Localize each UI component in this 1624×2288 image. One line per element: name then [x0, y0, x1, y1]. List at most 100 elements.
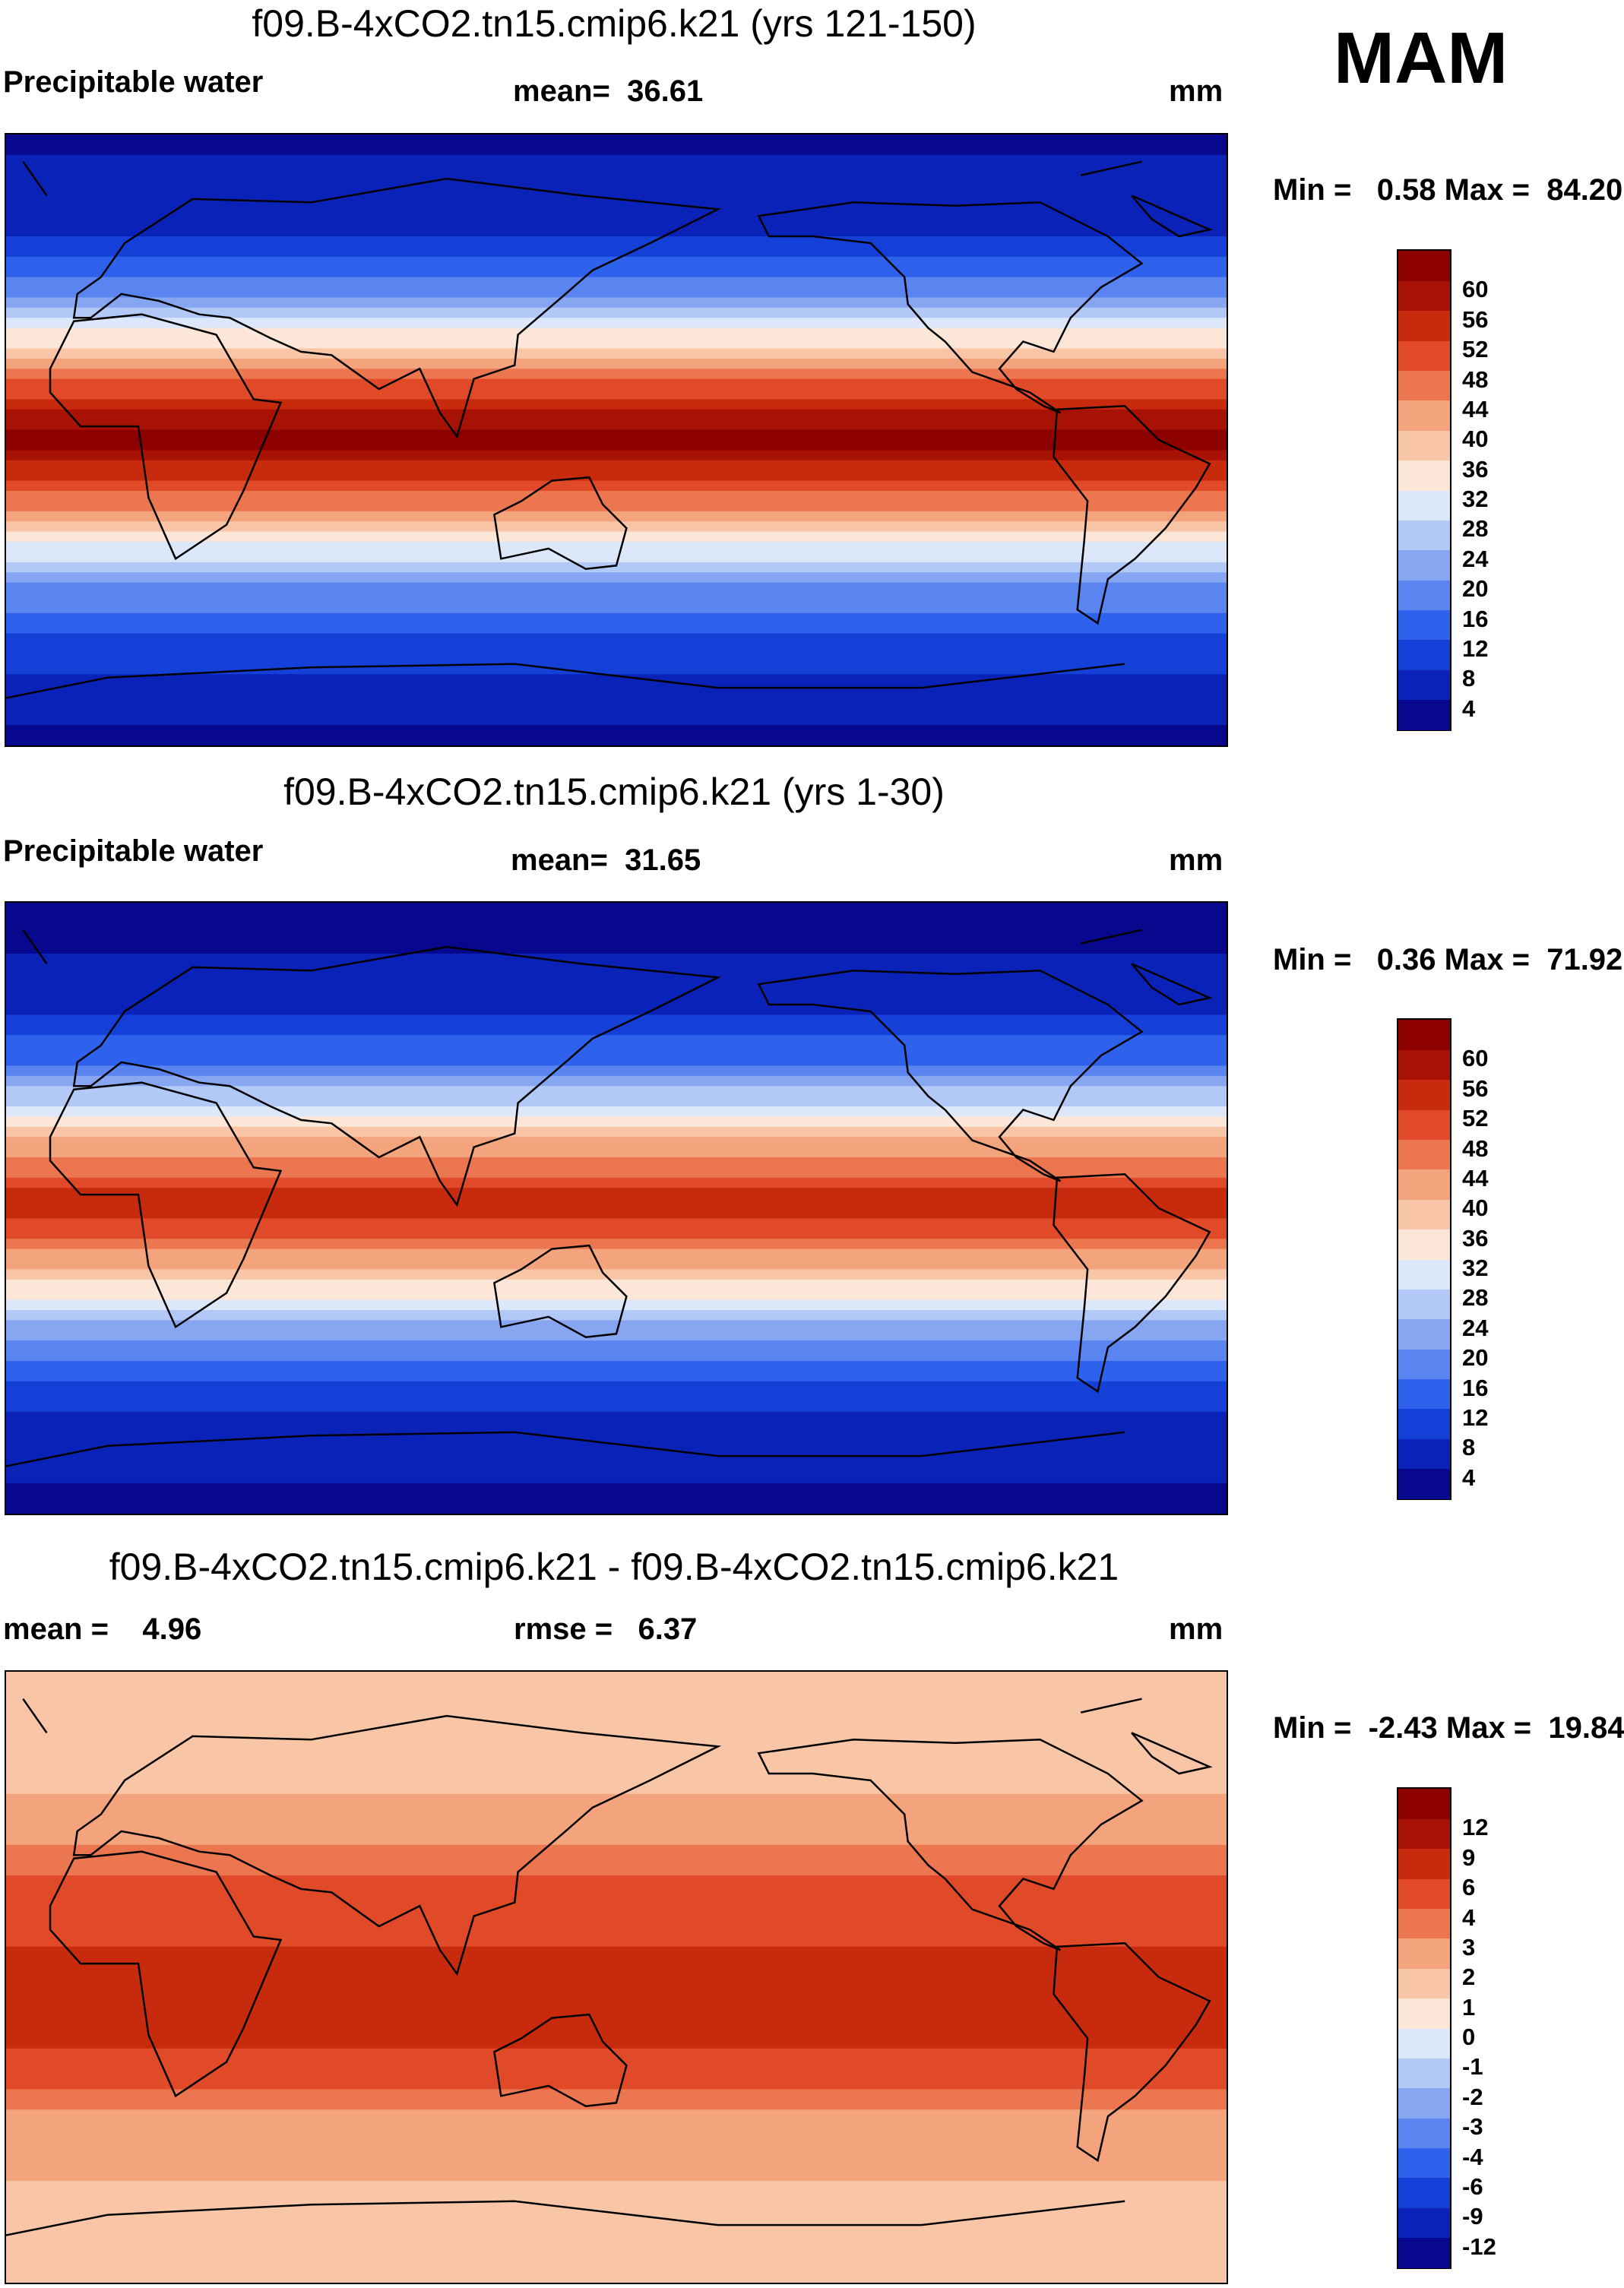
field-band [6, 297, 1227, 309]
panel-1-mean: mean= 36.61 [513, 74, 703, 109]
field-band [6, 633, 1227, 644]
field-band [6, 1804, 1227, 1815]
colorbar-tick-label: 16 [1462, 605, 1489, 632]
colorbar-swatch [1398, 340, 1450, 371]
colorbar-tick-label: 4 [1462, 695, 1476, 722]
colorbar-tick-label: 48 [1462, 366, 1489, 393]
field-band [6, 1875, 1227, 1887]
field-band [6, 389, 1227, 400]
coast-africa [49, 1850, 283, 2098]
field-band [6, 480, 1227, 492]
field-band [6, 1957, 1227, 1968]
field-band [6, 1350, 1227, 1362]
field-band [6, 1330, 1227, 1342]
field-band [6, 1774, 1227, 1785]
coast-greenland [22, 1698, 1213, 1775]
field-band [6, 491, 1227, 502]
colorbar-tick-label: 24 [1462, 1314, 1489, 1341]
field-band [6, 440, 1227, 451]
field-band [6, 2232, 1227, 2243]
map-field-3 [6, 1672, 1227, 2283]
field-band [6, 1147, 1227, 1158]
field-band [6, 1126, 1227, 1138]
colorbar-swatch [1398, 1049, 1450, 1081]
colorbar-swatch [1398, 1169, 1450, 1200]
panel-2-variable: Precipitable water [3, 834, 264, 868]
field-band [6, 933, 1227, 945]
colorbar-swatch [1398, 1848, 1450, 1879]
field-band [6, 1967, 1227, 1978]
colorbar-swatch [1398, 1109, 1450, 1140]
field-band [6, 2099, 1227, 2111]
colorbar-tick-label: 20 [1462, 575, 1489, 603]
field-band [6, 542, 1227, 553]
field-band [6, 236, 1227, 248]
colorbar-tick-label: 36 [1462, 455, 1489, 483]
panel-1-colorbar [1397, 249, 1451, 731]
field-band [6, 1198, 1227, 1209]
field-band [6, 1381, 1227, 1393]
field-band [6, 501, 1227, 512]
colorbar-tick-label: 12 [1462, 635, 1489, 662]
field-band [6, 1075, 1227, 1087]
field-band [6, 2109, 1227, 2121]
coast-greenland [22, 160, 1213, 238]
field-band [6, 307, 1227, 319]
field-band [6, 2038, 1227, 2049]
field-band [6, 2221, 1227, 2233]
field-band [6, 593, 1227, 604]
field-band [6, 1916, 1227, 1927]
colorbar-tick-label: 60 [1462, 1045, 1489, 1072]
panel-2-max-value: 71.92 [1546, 943, 1623, 976]
panel-3-units: mm [1169, 1612, 1224, 1646]
colorbar-tick-label: -9 [1462, 2203, 1483, 2230]
panel-2-colorbar [1397, 1018, 1451, 1500]
field-band [6, 144, 1227, 156]
colorbar-tick-label: 0 [1462, 2024, 1476, 2050]
coast-north-america [757, 1739, 1144, 1951]
field-band [6, 1926, 1227, 1938]
coast-south-america [1053, 1173, 1211, 1394]
colorbar-swatch [1398, 1378, 1450, 1410]
colorbar-tick-label: 40 [1462, 1195, 1489, 1222]
field-band [6, 1503, 1227, 1514]
colorbar-tick-label: 6 [1462, 1874, 1476, 1901]
field-band [6, 470, 1227, 482]
field-band [6, 328, 1227, 339]
field-band [6, 623, 1227, 635]
field-band [6, 175, 1227, 186]
colorbar-swatch [1398, 1998, 1450, 2029]
field-band [6, 358, 1227, 370]
field-band [6, 695, 1227, 706]
field-band [6, 653, 1227, 665]
field-band [6, 409, 1227, 421]
panel-1-units: mm [1169, 74, 1224, 108]
field-band [6, 1391, 1227, 1403]
colorbar-swatch [1398, 251, 1450, 281]
field-band [6, 1834, 1227, 1846]
field-band [6, 943, 1227, 954]
field-band [6, 1055, 1227, 1067]
panel-2-min-label: Min = [1273, 943, 1352, 976]
field-band [6, 1702, 1227, 1714]
colorbar-swatch [1398, 1968, 1450, 1999]
field-band [6, 572, 1227, 584]
panel-3-min-label: Min = [1273, 1711, 1352, 1745]
colorbar-swatch [1398, 1349, 1450, 1379]
coast-south-america [1053, 405, 1211, 625]
colorbar-tick-label: -2 [1462, 2083, 1483, 2110]
field-band [6, 2068, 1227, 2080]
colorbar-swatch [1398, 580, 1450, 610]
panel-1-mean-value: 36.61 [627, 74, 704, 108]
field-band [6, 267, 1227, 278]
field-band [6, 1783, 1227, 1795]
colorbar-swatch [1398, 2028, 1450, 2059]
coast-eurasia [72, 945, 722, 1207]
field-band [6, 277, 1227, 288]
colorbar-swatch [1398, 639, 1450, 670]
field-band [6, 1401, 1227, 1413]
field-band [6, 2272, 1227, 2283]
colorbar-swatch [1398, 1908, 1450, 1939]
colorbar-swatch [1398, 1289, 1450, 1320]
field-band [6, 2150, 1227, 2162]
